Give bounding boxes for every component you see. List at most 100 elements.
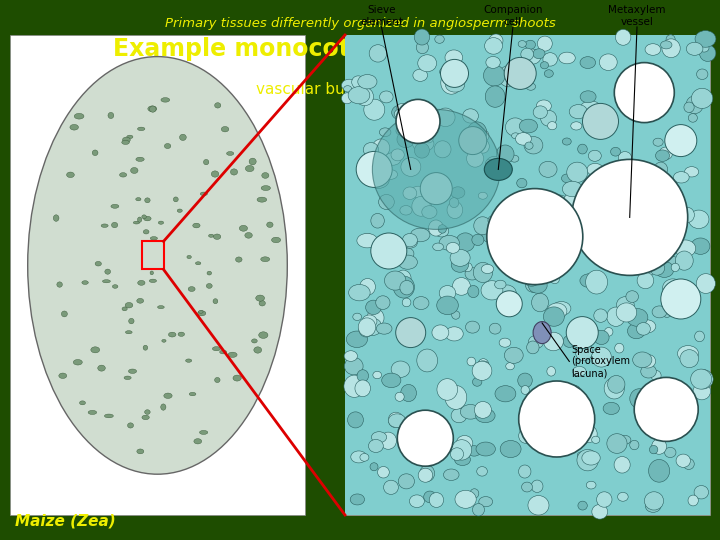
Ellipse shape <box>367 308 384 327</box>
Ellipse shape <box>358 75 377 89</box>
Circle shape <box>459 126 487 154</box>
Ellipse shape <box>649 460 670 482</box>
Ellipse shape <box>531 480 543 492</box>
Ellipse shape <box>555 218 569 227</box>
Ellipse shape <box>112 222 118 228</box>
Ellipse shape <box>346 331 367 348</box>
Ellipse shape <box>233 375 241 381</box>
Ellipse shape <box>193 223 200 228</box>
Ellipse shape <box>384 480 398 495</box>
Ellipse shape <box>372 431 387 443</box>
Ellipse shape <box>645 500 661 512</box>
Ellipse shape <box>398 474 415 489</box>
Ellipse shape <box>528 335 544 348</box>
Ellipse shape <box>525 142 533 150</box>
Ellipse shape <box>550 276 559 284</box>
Ellipse shape <box>451 408 467 423</box>
Ellipse shape <box>543 53 557 66</box>
Ellipse shape <box>259 301 266 306</box>
Ellipse shape <box>124 376 131 380</box>
Ellipse shape <box>262 173 269 178</box>
Ellipse shape <box>644 492 664 510</box>
Ellipse shape <box>630 109 642 122</box>
Circle shape <box>504 57 536 90</box>
Ellipse shape <box>544 332 563 351</box>
Ellipse shape <box>627 214 646 233</box>
Ellipse shape <box>439 235 459 251</box>
Ellipse shape <box>518 428 533 443</box>
Ellipse shape <box>239 225 248 231</box>
Ellipse shape <box>369 45 387 62</box>
Ellipse shape <box>504 347 523 363</box>
Ellipse shape <box>652 233 661 242</box>
Ellipse shape <box>428 112 442 126</box>
Ellipse shape <box>563 192 584 213</box>
Ellipse shape <box>145 198 150 203</box>
Ellipse shape <box>403 187 417 199</box>
Ellipse shape <box>611 147 621 156</box>
Ellipse shape <box>577 452 585 458</box>
Ellipse shape <box>603 220 625 238</box>
Ellipse shape <box>474 402 492 418</box>
Ellipse shape <box>402 248 414 259</box>
Ellipse shape <box>580 426 597 443</box>
Ellipse shape <box>451 258 469 272</box>
Ellipse shape <box>495 386 516 402</box>
Ellipse shape <box>636 322 650 335</box>
Ellipse shape <box>158 221 163 224</box>
Ellipse shape <box>544 307 564 326</box>
Ellipse shape <box>673 172 689 183</box>
Ellipse shape <box>384 170 397 179</box>
Ellipse shape <box>518 40 526 48</box>
Ellipse shape <box>174 197 179 202</box>
Ellipse shape <box>484 65 505 86</box>
Ellipse shape <box>618 492 628 501</box>
Ellipse shape <box>372 171 388 183</box>
Ellipse shape <box>489 34 503 48</box>
Ellipse shape <box>477 361 490 370</box>
Ellipse shape <box>616 296 634 314</box>
Ellipse shape <box>379 194 395 210</box>
Ellipse shape <box>359 322 374 337</box>
Ellipse shape <box>559 425 567 431</box>
Ellipse shape <box>666 35 675 44</box>
Ellipse shape <box>633 352 652 368</box>
Ellipse shape <box>570 216 587 231</box>
Ellipse shape <box>675 293 691 305</box>
Ellipse shape <box>608 375 625 393</box>
Ellipse shape <box>164 393 172 399</box>
Ellipse shape <box>137 299 143 303</box>
Ellipse shape <box>344 357 363 375</box>
Ellipse shape <box>136 157 144 161</box>
Ellipse shape <box>447 201 463 219</box>
Ellipse shape <box>412 197 431 216</box>
Ellipse shape <box>593 237 608 254</box>
Ellipse shape <box>446 78 464 92</box>
Ellipse shape <box>524 137 543 154</box>
Ellipse shape <box>521 482 533 492</box>
Ellipse shape <box>209 234 214 237</box>
Text: Sieve
element: Sieve element <box>360 5 403 27</box>
Ellipse shape <box>102 280 110 283</box>
Ellipse shape <box>420 465 435 482</box>
Ellipse shape <box>129 319 134 324</box>
Ellipse shape <box>393 276 415 298</box>
Ellipse shape <box>136 198 141 201</box>
Ellipse shape <box>362 315 377 328</box>
Ellipse shape <box>438 225 446 233</box>
Ellipse shape <box>521 188 543 212</box>
Ellipse shape <box>215 377 220 382</box>
Ellipse shape <box>607 434 627 454</box>
Ellipse shape <box>401 384 416 402</box>
Ellipse shape <box>256 295 264 301</box>
Ellipse shape <box>138 217 142 222</box>
Ellipse shape <box>27 57 287 474</box>
Ellipse shape <box>562 181 582 197</box>
Ellipse shape <box>510 155 519 162</box>
Ellipse shape <box>397 131 415 147</box>
Ellipse shape <box>142 215 146 219</box>
Ellipse shape <box>516 133 531 145</box>
Ellipse shape <box>215 103 221 108</box>
Ellipse shape <box>565 253 573 260</box>
Ellipse shape <box>534 220 555 244</box>
